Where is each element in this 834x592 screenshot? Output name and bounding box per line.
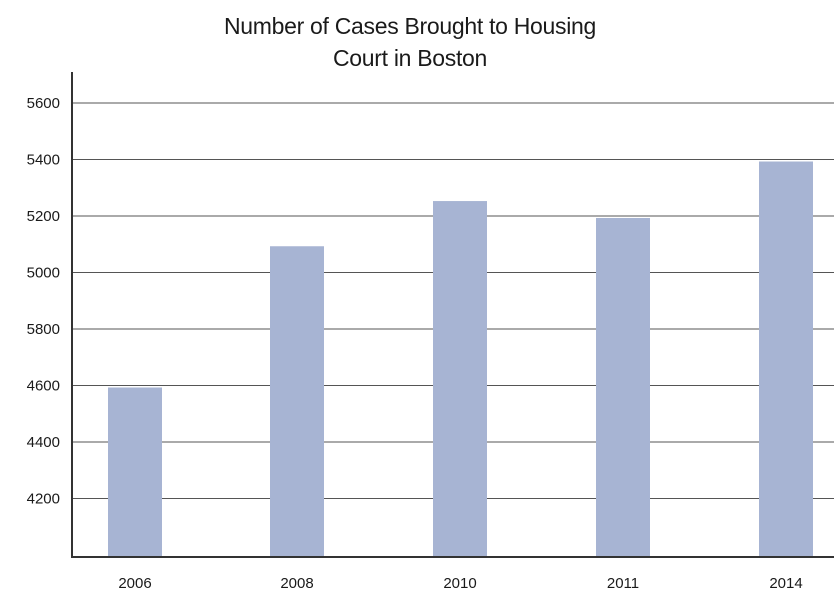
- y-tick-label: 5200: [27, 208, 60, 225]
- chart-title-line-2: Court in Boston: [332, 45, 488, 71]
- y-tick-label: 5000: [27, 265, 60, 282]
- y-tick-label: 4200: [27, 491, 60, 508]
- bar: [596, 218, 650, 557]
- bar: [759, 161, 813, 557]
- bar: [433, 201, 487, 558]
- y-tick-label: 4400: [27, 434, 60, 451]
- chart-title: Number of Cases Brought to Housing Court…: [150, 10, 670, 74]
- x-tick-label: 2010: [443, 575, 476, 592]
- chart-title-line-1: Number of Cases Brought to Housing: [223, 13, 597, 39]
- y-tick-label: 4600: [27, 378, 60, 395]
- x-tick-label: 2014: [769, 575, 802, 592]
- bar: [270, 246, 324, 557]
- x-tick-label: 2008: [280, 575, 313, 592]
- y-tick-label: 5800: [27, 321, 60, 338]
- x-tick-label: 2011: [607, 575, 639, 592]
- y-tick-label: 5400: [27, 152, 60, 169]
- y-tick-label: 5600: [27, 95, 60, 112]
- x-tick-label: 2006: [118, 575, 151, 592]
- bar: [108, 387, 162, 557]
